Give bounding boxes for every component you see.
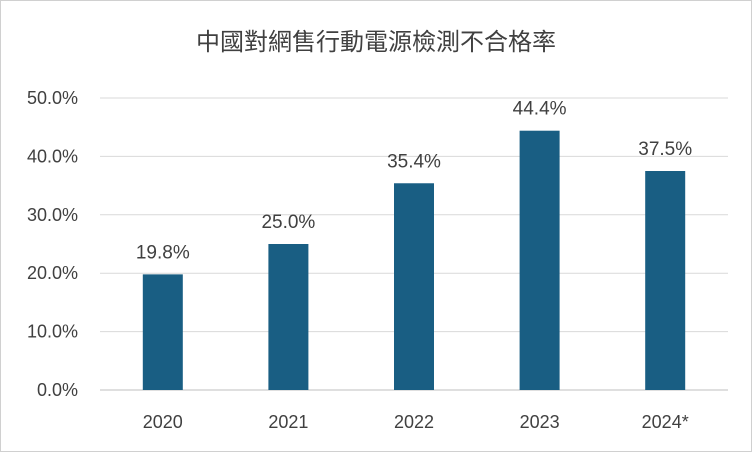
x-tick-label: 2023 — [520, 412, 560, 432]
y-tick-label: 0.0% — [37, 380, 78, 400]
y-tick-label: 30.0% — [27, 205, 78, 225]
x-tick-label: 2024* — [642, 412, 689, 432]
x-tick-label: 2020 — [143, 412, 183, 432]
y-tick-label: 40.0% — [27, 146, 78, 166]
y-tick-label: 20.0% — [27, 263, 78, 283]
y-tick-label: 10.0% — [27, 322, 78, 342]
data-label: 35.4% — [387, 151, 441, 172]
data-label: 37.5% — [638, 139, 692, 160]
x-tick-label: 2022 — [394, 412, 434, 432]
data-label: 44.4% — [513, 99, 567, 120]
x-tick-label: 2021 — [268, 412, 308, 432]
bar — [519, 130, 560, 391]
data-label: 19.8% — [136, 242, 190, 263]
data-label: 25.0% — [261, 212, 315, 233]
bar — [394, 183, 434, 390]
chart-title: 中國對網售行動電源檢測不合格率 — [196, 28, 556, 56]
y-tick-label: 50.0% — [27, 88, 78, 108]
bar — [645, 171, 686, 390]
bar — [268, 244, 309, 390]
bar — [142, 274, 183, 390]
